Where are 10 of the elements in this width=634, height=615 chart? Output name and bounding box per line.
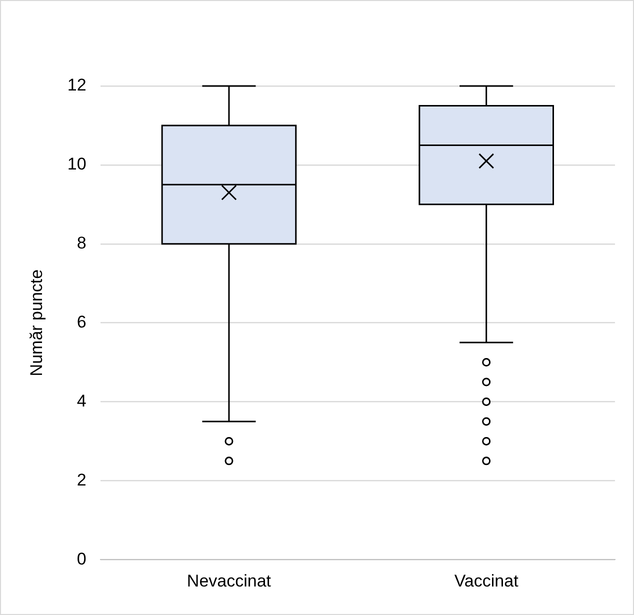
y-tick-label: 6 — [76, 312, 86, 332]
y-tick-label: 8 — [76, 234, 86, 253]
x-tick-label: Nevaccinat — [186, 571, 272, 590]
y-tick-label: 10 — [67, 154, 86, 174]
y-tick-label: 12 — [67, 76, 86, 95]
y-tick-label: 2 — [76, 470, 86, 490]
x-tick-label: Vaccinat — [454, 571, 519, 590]
y-tick-label: 4 — [76, 391, 86, 410]
y-tick-label: 0 — [76, 549, 86, 568]
y-axis-title: Număr puncte — [26, 269, 46, 376]
